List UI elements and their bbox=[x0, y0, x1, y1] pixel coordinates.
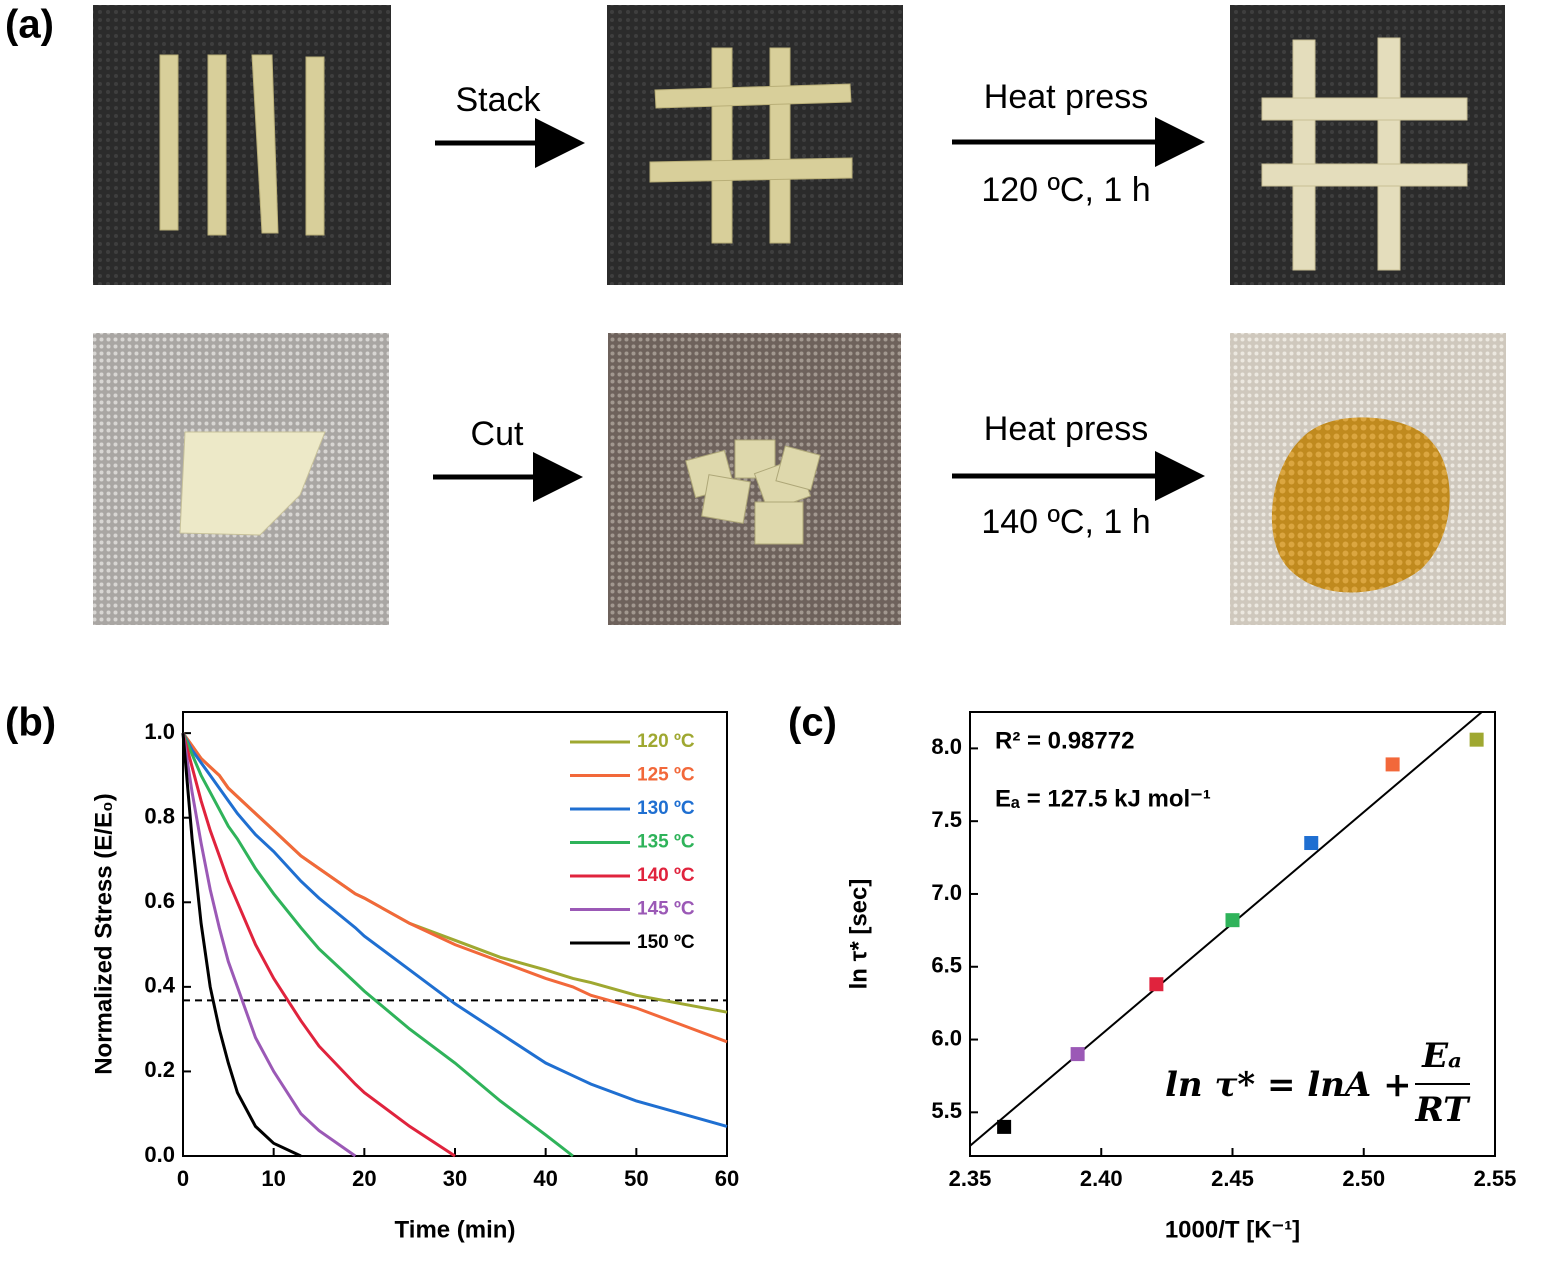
point bbox=[997, 1119, 1012, 1134]
series-line bbox=[181, 732, 357, 1158]
x-tick-label: 30 bbox=[443, 1166, 467, 1191]
x-axis-label: 1000/T [K⁻¹] bbox=[1165, 1216, 1300, 1243]
x-tick-label: 10 bbox=[261, 1166, 285, 1191]
series-line bbox=[181, 732, 574, 1158]
legend-label: 135 ºC bbox=[637, 832, 695, 853]
panel-label: (a) bbox=[5, 3, 54, 47]
legend-label: 130 ºC bbox=[637, 798, 695, 819]
y-tick-label: 6.5 bbox=[931, 953, 962, 978]
arrows bbox=[433, 117, 1205, 502]
point bbox=[1070, 1047, 1085, 1062]
y-tick-label: 0.8 bbox=[144, 804, 175, 829]
photo-pressed bbox=[1230, 5, 1505, 285]
photo-strips bbox=[93, 5, 391, 285]
x-tick-label: 20 bbox=[352, 1166, 376, 1191]
x-tick-label: 40 bbox=[533, 1166, 557, 1191]
point bbox=[1304, 836, 1319, 851]
y-tick-label: 0.2 bbox=[144, 1057, 175, 1082]
y-tick-label: 6.0 bbox=[931, 1025, 962, 1050]
y-tick-label: 5.5 bbox=[931, 1098, 962, 1123]
x-tick-label: 2.35 bbox=[949, 1166, 992, 1191]
step-label: Heat press bbox=[984, 410, 1148, 448]
step-label: Heat press bbox=[984, 78, 1148, 116]
legend-label: 120 ºC bbox=[637, 731, 695, 752]
x-tick-label: 2.50 bbox=[1342, 1166, 1385, 1191]
series-line bbox=[181, 732, 728, 1044]
photo-stacked bbox=[607, 5, 903, 285]
legend-label: 145 ºC bbox=[637, 899, 695, 920]
legend-label: 140 ºC bbox=[637, 865, 695, 886]
series-line bbox=[181, 732, 302, 1158]
x-tick-label: 60 bbox=[715, 1166, 739, 1191]
equation: Eₐ bbox=[1421, 1036, 1462, 1076]
x-tick-label: 2.55 bbox=[1474, 1166, 1517, 1191]
y-axis-label: Normalized Stress (E/E₀) bbox=[90, 793, 117, 1075]
point bbox=[1385, 757, 1400, 772]
y-tick-label: 8.0 bbox=[931, 734, 962, 759]
x-tick-label: 50 bbox=[624, 1166, 648, 1191]
equation: ln τ* = lnA + bbox=[1165, 1065, 1412, 1105]
annotation: R² = 0.98772 bbox=[995, 727, 1134, 754]
series-line bbox=[181, 732, 728, 1128]
fit-line bbox=[969, 711, 1483, 1147]
photo-remelted bbox=[1230, 333, 1506, 625]
legend-label: 125 ºC bbox=[637, 765, 695, 786]
step-condition: 140 ºC, 1 h bbox=[981, 503, 1150, 541]
y-tick-label: 0.4 bbox=[144, 973, 175, 998]
legend-label: 150 ºC bbox=[637, 932, 695, 953]
series-line bbox=[181, 732, 456, 1158]
y-tick-label: 7.5 bbox=[931, 807, 962, 832]
photo-cut bbox=[608, 333, 901, 625]
y-tick-label: 0.6 bbox=[144, 888, 175, 913]
step-condition: 120 ºC, 1 h bbox=[981, 171, 1150, 209]
y-tick-label: 0.0 bbox=[144, 1142, 175, 1167]
equation: RT bbox=[1415, 1090, 1472, 1130]
step-label: Cut bbox=[471, 415, 524, 453]
y-tick-label: 7.0 bbox=[931, 880, 962, 905]
point bbox=[1469, 732, 1484, 747]
y-tick-label: 1.0 bbox=[144, 719, 175, 744]
step-label: Stack bbox=[455, 81, 541, 119]
x-tick-label: 2.45 bbox=[1211, 1166, 1254, 1191]
x-tick-label: 2.40 bbox=[1080, 1166, 1123, 1191]
panel-label: (b) bbox=[5, 701, 56, 745]
x-axis-label: Time (min) bbox=[395, 1216, 516, 1243]
panel-label: (c) bbox=[788, 701, 837, 745]
photo-piece bbox=[93, 333, 389, 625]
point bbox=[1225, 913, 1240, 928]
y-axis-label: ln τ* [sec] bbox=[845, 879, 872, 990]
point bbox=[1149, 977, 1164, 992]
x-tick-label: 0 bbox=[177, 1166, 189, 1191]
annotation: Eₐ = 127.5 kJ mol⁻¹ bbox=[995, 785, 1211, 812]
